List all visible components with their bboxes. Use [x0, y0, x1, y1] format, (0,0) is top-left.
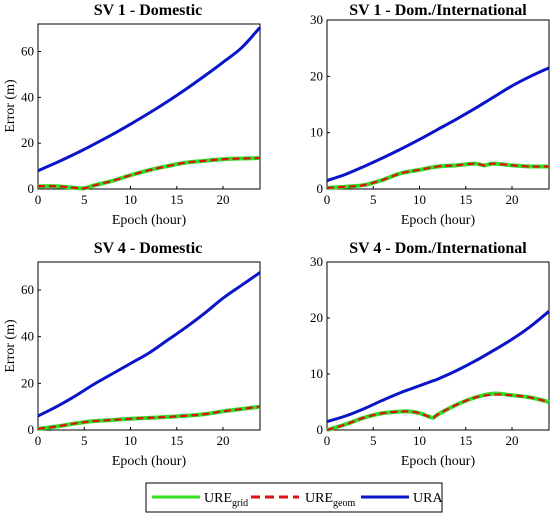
y-tick-label: 30: [310, 12, 323, 27]
x-tick-label: 15: [459, 192, 472, 207]
y-tick-label: 20: [310, 310, 323, 325]
panel-sv4-domestic: SV 4 - Domestic 0 5 10 15 20 0 20 40 60 Epoch (h…: [3, 240, 261, 469]
x-axis-label: Epoch (hour): [401, 454, 476, 469]
svg-text:UREgrid: UREgrid: [204, 491, 248, 509]
y-tick-label: 40: [21, 329, 34, 344]
legend-item-ura: URA: [361, 491, 443, 506]
y-tick-label: 10: [310, 366, 323, 381]
y-tick-label: 60: [21, 282, 34, 297]
x-tick-label: 5: [370, 433, 377, 448]
legend-item-ure-geom: UREgeom: [251, 491, 355, 509]
x-axis-label: Epoch (hour): [112, 213, 187, 228]
y-tick-label: 0: [317, 181, 324, 196]
y-tick-label: 20: [21, 375, 34, 390]
series-line-ure-geom: [37, 156, 261, 190]
x-tick-label: 0: [35, 192, 42, 207]
panel-sv1-dom-international: SV 1 - Dom./International 0 5 10 15 20 0 10 20 3…: [310, 2, 550, 228]
y-tick-label: 60: [21, 44, 34, 59]
plot-area: [326, 261, 550, 431]
x-tick-label: 15: [170, 192, 183, 207]
series-lines: [326, 310, 550, 432]
legend-label-ure-geom: URE: [305, 491, 333, 506]
panel-sv1-domestic: SV 1 - Domestic 0 5 10 15 20 0 20 40 60 Epoch (h…: [3, 2, 262, 228]
y-tick-label: 20: [310, 68, 323, 83]
x-tick-label: 0: [324, 433, 331, 448]
legend-sub-ure-geom: geom: [333, 498, 355, 509]
x-tick-label: 10: [124, 192, 137, 207]
x-tick-label: 20: [506, 192, 519, 207]
x-tick-label: 5: [370, 192, 377, 207]
y-tick-label: 0: [28, 181, 35, 196]
y-axis-label: Error (m): [3, 319, 18, 373]
panel-title: SV 4 - Dom./International: [349, 240, 527, 257]
series-lines: [37, 26, 262, 191]
x-axis-label: Epoch (hour): [112, 454, 187, 469]
legend-label-ura: URA: [413, 491, 443, 506]
x-tick-label: 20: [217, 192, 230, 207]
y-tick-label: 40: [21, 89, 34, 104]
panel-title: SV 4 - Domestic: [94, 240, 203, 257]
legend-label-ure-grid: URE: [204, 491, 232, 506]
panel-title: SV 1 - Dom./International: [349, 2, 527, 19]
y-tick-label: 0: [317, 422, 324, 437]
x-tick-label: 10: [413, 433, 426, 448]
series-lines: [37, 271, 261, 431]
x-tick-label: 5: [81, 433, 88, 448]
x-tick-label: 20: [506, 433, 519, 448]
x-tick-label: 10: [413, 192, 426, 207]
svg-text:UREgeom: UREgeom: [305, 491, 355, 509]
plot-area: [37, 261, 261, 431]
y-tick-label: 30: [310, 254, 323, 269]
y-axis-label: Error (m): [3, 79, 18, 133]
x-tick-label: 0: [324, 192, 331, 207]
x-tick-label: 15: [459, 433, 472, 448]
y-tick-label: 20: [21, 135, 34, 150]
axis-ticks: 0 5 10 15 20 0 10 20 30: [310, 254, 519, 448]
series-line-ure-geom: [326, 393, 550, 432]
series-line-ure-geom: [326, 162, 550, 189]
x-tick-label: 0: [35, 433, 42, 448]
axis-ticks: 0 5 10 15 20 0 10 20 30: [310, 12, 519, 207]
series-line-ura: [326, 310, 550, 424]
x-tick-label: 10: [124, 433, 137, 448]
legend-sub-ure-grid: grid: [232, 498, 248, 509]
series-line-ura: [326, 66, 550, 182]
x-axis-label: Epoch (hour): [401, 213, 476, 228]
series-line-ura: [37, 271, 261, 418]
plot-area: [326, 19, 550, 190]
panel-title: SV 1 - Domestic: [94, 2, 203, 19]
axis-ticks: 0 5 10 15 20 0 20 40 60: [21, 282, 230, 448]
axis-ticks: 0 5 10 15 20 0 20 40 60: [21, 44, 230, 208]
x-tick-label: 15: [170, 433, 183, 448]
y-tick-label: 10: [310, 125, 323, 140]
x-tick-label: 20: [217, 433, 230, 448]
legend: UREgrid UREgeom URA: [145, 482, 443, 513]
panel-sv4-dom-international: SV 4 - Dom./International 0 5 10 15 20 0 10 20 3…: [310, 240, 550, 469]
x-tick-label: 5: [81, 192, 88, 207]
plot-area: [37, 23, 261, 190]
y-tick-label: 0: [28, 422, 35, 437]
series-lines: [326, 66, 550, 190]
legend-item-ure-grid: UREgrid: [152, 491, 248, 509]
series-line-ure-geom: [37, 405, 261, 430]
series-line-ura: [37, 26, 262, 173]
